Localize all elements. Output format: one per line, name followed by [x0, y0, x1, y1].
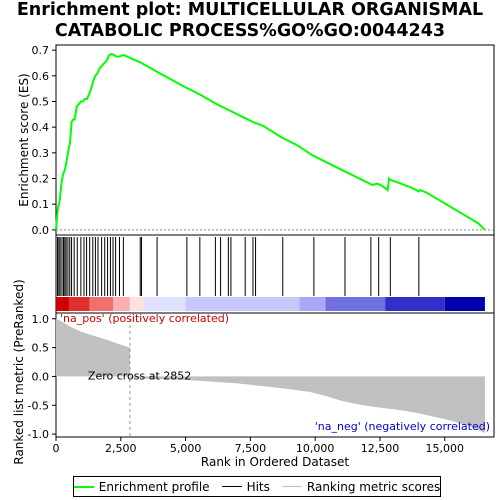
- es-y-tick-label: 0.0: [32, 224, 50, 237]
- es-y-tick-label: 0.5: [32, 95, 50, 108]
- es-y-axis-label: Enrichment score (ES): [17, 73, 31, 206]
- metric-y-tick-label: -0.5: [28, 399, 49, 412]
- zero-cross-label: Zero cross at 2852: [88, 369, 191, 382]
- es-y-tick-label: 0.4: [32, 121, 50, 134]
- es-y-tick-label: 0.6: [32, 70, 50, 83]
- legend: Enrichment profile Hits Ranking metric s…: [73, 476, 441, 497]
- x-tick-label: 5,000: [170, 442, 202, 455]
- legend-item-ranking-metric: Ranking metric scores: [281, 479, 441, 494]
- x-axis-label: Rank in Ordered Dataset: [201, 455, 349, 469]
- x-tick-label: 15,000: [426, 442, 465, 455]
- heatmap-segment: [385, 297, 445, 311]
- es-y-tick-label: 0.7: [32, 44, 50, 57]
- legend-enrichment-profile-label: Enrichment profile: [98, 479, 210, 494]
- legend-ranking-metric-swatch: [281, 486, 302, 487]
- x-tick-label: 10,000: [296, 442, 335, 455]
- heatmap-segment: [299, 297, 326, 311]
- legend-hits-label: Hits: [246, 479, 270, 494]
- es-panel-frame: [55, 44, 495, 236]
- legend-item-enrichment-profile: Enrichment profile: [73, 479, 210, 494]
- legend-hits-swatch: [221, 486, 242, 487]
- metric-y-tick-label: 1.0: [32, 313, 50, 326]
- heatmap-segment: [68, 297, 90, 311]
- heatmap-segment: [113, 297, 130, 311]
- legend-enrichment-profile-swatch: [73, 485, 94, 488]
- x-tick-label: 12,500: [361, 442, 400, 455]
- legend-item-hits: Hits: [221, 479, 270, 494]
- x-tick-label: 2,500: [105, 442, 137, 455]
- metric-y-tick-label: 0.0: [32, 370, 50, 383]
- negative-correlation-label: 'na_neg' (negatively correlated): [315, 420, 490, 433]
- metric-y-tick-label: -1.0: [28, 428, 49, 441]
- heatmap-segment: [144, 297, 186, 311]
- heatmap-segment: [185, 297, 300, 311]
- heatmap-segment: [325, 297, 386, 311]
- legend-ranking-metric-label: Ranking metric scores: [306, 479, 441, 494]
- chart-title-line-1: Enrichment plot: MULTICELLULAR ORGANISMA…: [16, 0, 484, 20]
- x-tick-label: 7,500: [235, 442, 267, 455]
- chart-title: Enrichment plot: MULTICELLULAR ORGANISMA…: [0, 0, 500, 42]
- ranking-metric-area: [56, 318, 485, 433]
- es-y-tick-label: 0.1: [32, 198, 50, 211]
- heatmap-segment: [444, 297, 485, 311]
- heatmap-segment: [89, 297, 114, 311]
- heatmap-segment: [129, 297, 145, 311]
- metric-y-tick-label: 0.5: [32, 342, 50, 355]
- es-y-tick-label: 0.3: [32, 147, 50, 160]
- metric-y-axis-label: Ranked list metric (PreRanked): [12, 279, 26, 464]
- enrichment-profile-line: [55, 52, 486, 231]
- chart-title-line-2: CATABOLIC PROCESS%GO%GO:0044243: [54, 21, 446, 41]
- heatmap-segment: [56, 297, 69, 311]
- x-tick-label: 0: [53, 442, 60, 455]
- es-y-tick-label: 0.2: [32, 173, 50, 186]
- positive-correlation-label: 'na_pos' (positively correlated): [60, 312, 229, 325]
